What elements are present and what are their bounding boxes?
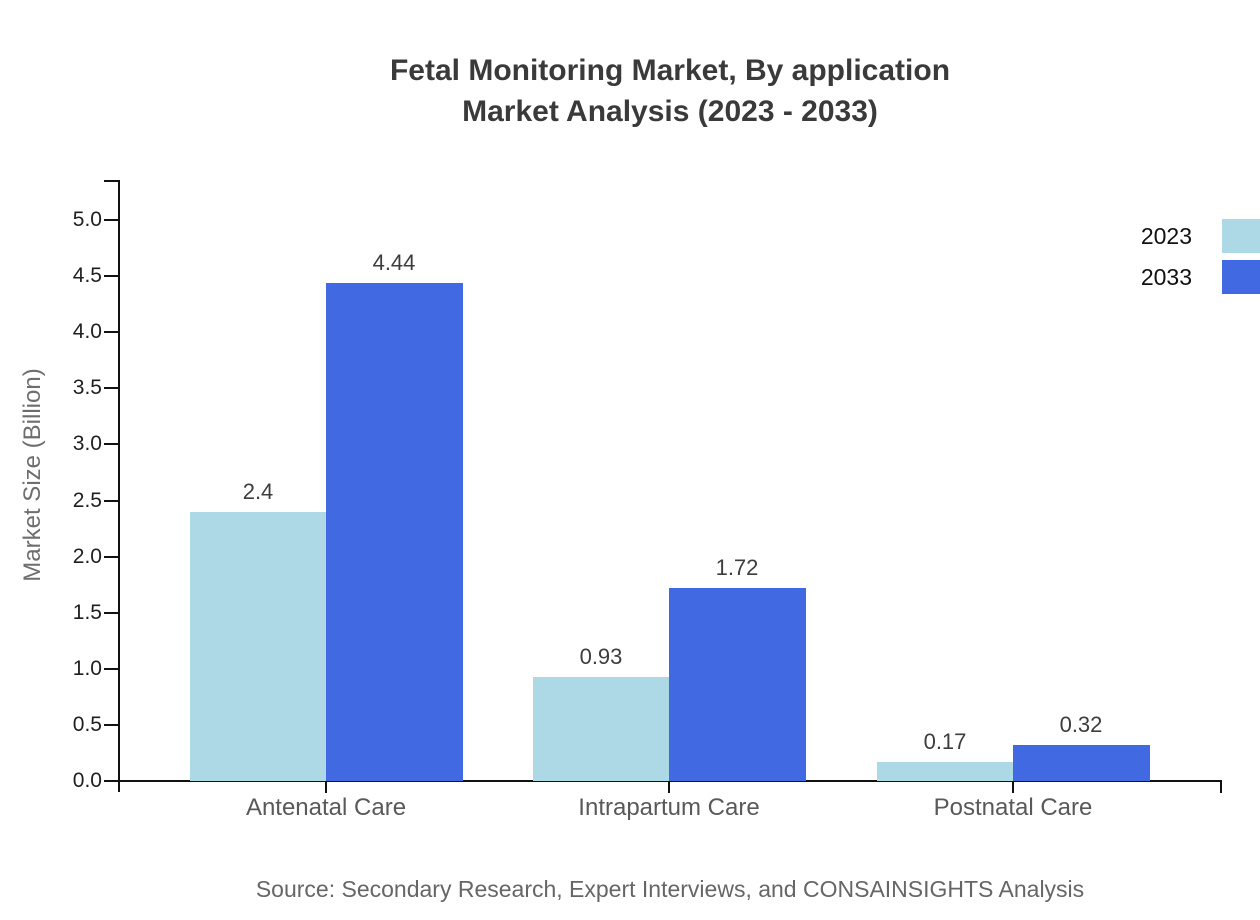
x-category-label: Intrapartum Care [578,794,760,821]
chart-title: Fetal Monitoring Market, By application … [80,50,1260,132]
y-tick [104,219,118,221]
bar-2023-1 [533,677,670,781]
y-tick [104,612,118,614]
chart-title-line1: Fetal Monitoring Market, By application [389,54,951,87]
y-axis-end-cap [104,180,118,182]
y-tick-label: 1.5 [72,601,102,624]
legend-item-2023: 2023 [1141,219,1260,253]
y-tick-label: 5.0 [72,208,102,231]
x-tick [1012,782,1014,793]
legend-item-2033: 2033 [1141,260,1260,294]
bar-value-label: 4.44 [372,250,416,275]
source-note: Source: Secondary Research, Expert Inter… [255,876,1085,902]
y-tick-label: 4.5 [72,264,102,287]
bar-2023-0 [190,512,327,781]
x-axis-spine [118,780,1222,782]
chart-title-line2: Market Analysis (2023 - 2033) [462,95,878,128]
legend: 2023 2033 [1141,219,1260,301]
bar-value-label: 2.4 [242,479,274,504]
bar-2033-0 [326,283,463,781]
legend-swatch [1222,260,1260,294]
bar-value-label: 0.93 [579,644,623,669]
y-tick [104,780,118,782]
bar-2033-2 [1013,745,1150,781]
legend-swatch [1222,219,1260,253]
y-tick [104,500,118,502]
y-tick [104,275,118,277]
y-tick-label: 0.5 [72,713,102,736]
y-tick [104,556,118,558]
x-axis-end-cap [1220,782,1222,793]
y-tick [104,668,118,670]
y-tick-label: 3.0 [72,432,102,455]
x-tick [325,782,327,793]
x-tick [668,782,670,793]
y-tick-label: 3.5 [72,376,102,399]
y-tick-label: 2.0 [72,545,102,568]
bar-value-label: 0.17 [923,729,967,754]
y-tick [104,331,118,333]
bar-2033-1 [669,588,806,781]
y-tick-label: 0.0 [72,769,102,792]
x-category-label: Postnatal Care [933,794,1093,821]
y-tick-label: 1.0 [72,657,102,680]
y-axis-spine [118,180,120,792]
y-tick [104,443,118,445]
y-tick-label: 4.0 [72,320,102,343]
bar-value-label: 0.32 [1059,712,1103,737]
y-tick [104,387,118,389]
y-tick [104,724,118,726]
legend-label: 2033 [1140,263,1192,290]
bar-2023-2 [877,762,1014,781]
bar-value-label: 1.72 [715,555,759,580]
y-tick-label: 2.5 [72,489,102,512]
x-category-label: Antenatal Care [245,794,407,821]
legend-label: 2023 [1140,222,1192,249]
